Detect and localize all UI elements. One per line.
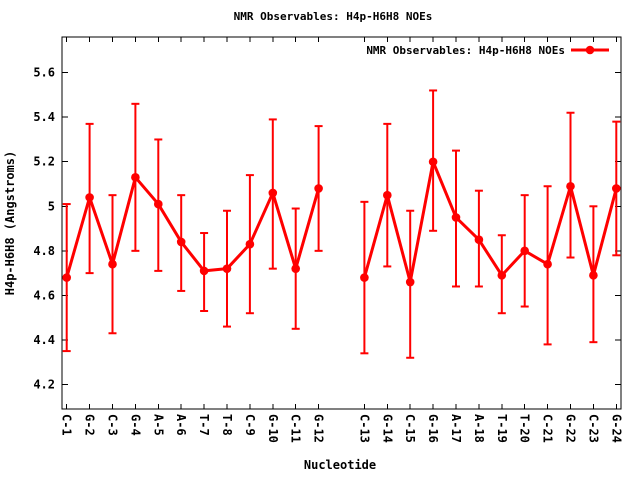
x-axis-label: Nucleotide bbox=[304, 458, 376, 472]
chart-title: NMR Observables: H4p-H6H8 NOEs bbox=[234, 10, 433, 23]
data-point bbox=[474, 235, 484, 245]
data-point bbox=[497, 271, 507, 280]
x-tick-label: G-2 bbox=[83, 414, 97, 436]
data-point bbox=[108, 259, 117, 269]
x-tick-label: G-16 bbox=[426, 414, 440, 443]
x-tick-label: T-8 bbox=[220, 414, 234, 436]
x-tick-label: G-4 bbox=[128, 414, 142, 436]
y-tick-label: 4.6 bbox=[33, 288, 55, 302]
x-tick-label: A-18 bbox=[472, 414, 486, 443]
y-tick-label: 5.2 bbox=[33, 155, 55, 169]
x-tick-label: T-19 bbox=[495, 414, 509, 443]
y-tick-label: 5 bbox=[48, 199, 55, 213]
x-tick-label: T-7 bbox=[197, 414, 211, 436]
data-point bbox=[520, 246, 529, 256]
y-tick-label: 4.4 bbox=[33, 333, 55, 347]
data-point bbox=[131, 173, 140, 182]
data-point bbox=[451, 213, 461, 222]
x-tick-label: G-12 bbox=[312, 414, 326, 443]
series-line bbox=[65, 175, 321, 278]
series-line bbox=[362, 160, 618, 284]
y-axis-label: H4p-H6H8 (Angstroms) bbox=[3, 151, 17, 296]
data-point bbox=[222, 264, 232, 273]
data-point bbox=[176, 237, 186, 247]
data-point bbox=[566, 181, 575, 191]
x-tick-label: A-17 bbox=[449, 414, 463, 443]
data-point bbox=[85, 193, 94, 202]
axes: 4.2 4.4 4.6 4.8 5 5.2 5.4 5.6 C-1 G-2 C-3 G-4 A-5 A-6… bbox=[33, 36, 623, 443]
data-point bbox=[268, 188, 278, 198]
x-tick-label: C-11 bbox=[289, 414, 303, 443]
plot-border bbox=[61, 36, 622, 410]
y-tick-label: 4.8 bbox=[33, 244, 55, 258]
legend: NMR Observables: H4p-H6H8 NOEs bbox=[366, 44, 609, 57]
y-tick-label: 5.4 bbox=[33, 110, 55, 124]
data-point bbox=[428, 157, 438, 167]
legend-sample-marker-icon bbox=[585, 45, 595, 55]
x-tick-label: C-1 bbox=[60, 414, 74, 436]
data-series bbox=[62, 89, 621, 359]
data-point bbox=[612, 184, 621, 193]
data-point bbox=[589, 271, 598, 280]
data-point bbox=[405, 277, 415, 287]
x-tick-label: T-20 bbox=[518, 414, 532, 443]
data-point bbox=[360, 273, 369, 282]
data-point bbox=[543, 259, 552, 269]
y-tick-label: 4.2 bbox=[33, 377, 55, 391]
x-tick-label: C-15 bbox=[403, 414, 417, 443]
x-tick-label: A-6 bbox=[174, 414, 188, 436]
y-tick-label: 5.6 bbox=[33, 66, 55, 80]
data-point bbox=[154, 199, 163, 209]
data-point bbox=[291, 264, 301, 273]
data-point bbox=[199, 266, 209, 276]
x-tick-label: G-14 bbox=[380, 414, 394, 443]
data-point bbox=[62, 273, 71, 282]
x-tick-label: A-5 bbox=[151, 414, 165, 436]
legend-label: NMR Observables: H4p-H6H8 NOEs bbox=[366, 44, 565, 57]
x-tick-label: C-13 bbox=[357, 414, 371, 443]
x-tick-label: C-9 bbox=[243, 414, 257, 436]
x-tick-label: G-22 bbox=[564, 414, 578, 443]
x-tick-label: C-21 bbox=[541, 414, 555, 443]
x-tick-label: C-23 bbox=[586, 414, 600, 443]
data-point bbox=[383, 190, 392, 200]
data-point bbox=[314, 184, 323, 193]
data-point bbox=[245, 239, 255, 249]
x-tick-label: C-3 bbox=[106, 414, 120, 436]
x-tick-label: G-24 bbox=[609, 414, 623, 443]
x-tick-label: G-10 bbox=[266, 414, 280, 443]
